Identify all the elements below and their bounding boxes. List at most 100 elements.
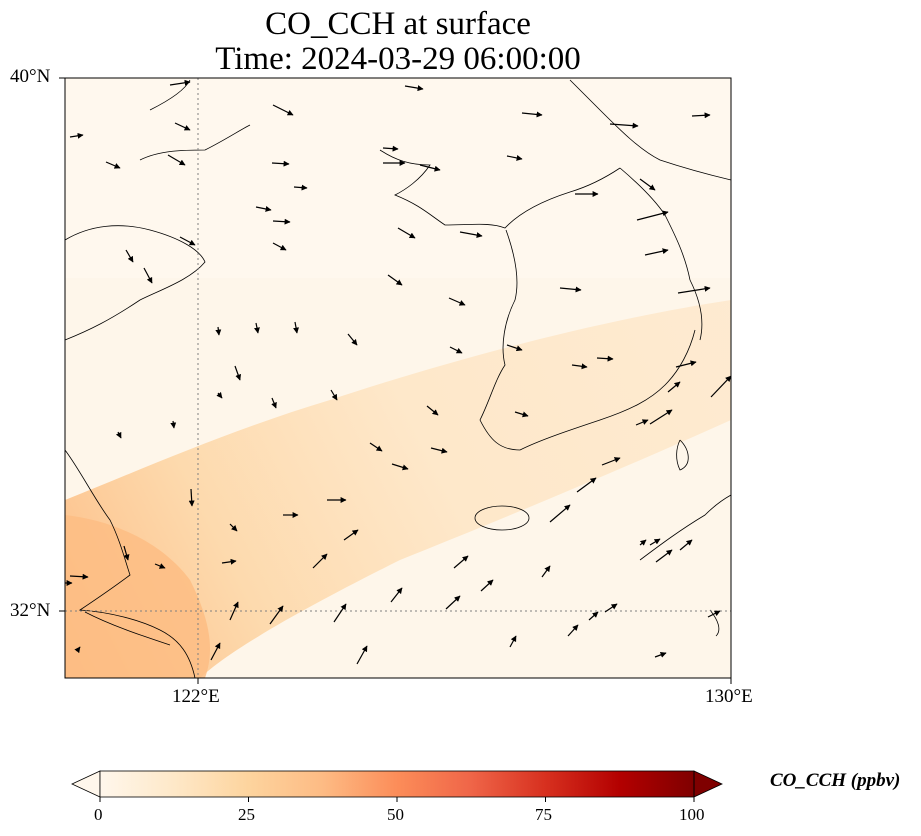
tick-marks <box>59 77 732 684</box>
wind-arrow <box>125 249 134 263</box>
wind-vectors <box>65 79 732 665</box>
wind-arrow <box>293 321 299 334</box>
wind-arrow <box>391 463 409 471</box>
wind-arrow <box>167 154 186 166</box>
concentration-field-north <box>65 78 731 278</box>
colorbar-gradient <box>100 771 694 797</box>
wind-arrow <box>707 610 721 618</box>
wind-arrow <box>343 529 359 541</box>
coastlines <box>64 79 732 679</box>
wind-arrow <box>675 360 697 368</box>
wind-arrow <box>419 164 441 172</box>
wind-arrow <box>387 274 403 286</box>
wind-arrow <box>430 447 448 454</box>
map-title-line2: Time: 2024-03-29 06:00:00 <box>215 41 581 77</box>
wind-arrow <box>426 405 439 416</box>
wind-arrow <box>253 322 260 334</box>
wind-arrow <box>480 579 494 592</box>
wind-arrow <box>210 642 221 661</box>
wind-arrow <box>123 545 130 561</box>
wind-arrow <box>170 420 177 429</box>
map-panel <box>59 77 732 684</box>
wind-arrow <box>272 242 287 251</box>
wind-arrow <box>312 553 328 569</box>
wind-arrow <box>609 122 639 129</box>
wind-arrow <box>596 355 614 362</box>
wind-arrow <box>333 603 347 623</box>
colorbar-tick-0: 0 <box>94 805 103 824</box>
wind-arrow <box>271 160 290 167</box>
colorbar-extend-min <box>71 770 101 798</box>
wind-arrow <box>654 652 667 658</box>
wind-arrow <box>229 523 238 532</box>
map-title-line1: CO_CCH at surface <box>265 6 531 42</box>
wind-arrow <box>710 375 732 398</box>
wind-arrow <box>549 504 571 523</box>
wind-arrow <box>179 236 196 246</box>
wind-arrow <box>588 611 599 621</box>
map-frame <box>64 77 732 679</box>
wind-arrow <box>269 605 284 625</box>
wind-arrow <box>272 218 291 225</box>
colorbar-tick-25: 25 <box>238 805 255 824</box>
wind-arrow <box>169 79 191 86</box>
wind-arrow <box>271 397 277 409</box>
wind-arrow <box>571 363 588 370</box>
colorbar-tick-50: 50 <box>387 805 404 824</box>
wind-arrow <box>449 346 463 354</box>
wind-arrow <box>453 555 469 569</box>
wind-arrow <box>69 132 84 139</box>
wind-arrow <box>521 111 543 118</box>
wind-arrow <box>293 184 308 191</box>
wind-arrow <box>330 389 338 401</box>
wind-arrow <box>174 122 191 131</box>
lat-tick-32: 32°N <box>10 600 51 621</box>
wind-arrow <box>369 442 383 452</box>
wind-arrow <box>691 112 711 119</box>
wind-arrow <box>644 248 669 256</box>
wind-arrow <box>604 603 618 613</box>
wind-arrow <box>649 538 661 546</box>
wind-arrow <box>382 145 399 152</box>
wind-arrow <box>74 646 81 654</box>
wind-arrow <box>397 227 416 239</box>
wind-arrow <box>143 267 153 284</box>
wind-arrow <box>679 539 693 551</box>
wind-arrow <box>636 210 669 221</box>
wind-arrow <box>514 411 529 418</box>
wind-arrow <box>639 178 656 191</box>
wind-arrow <box>215 326 222 336</box>
lon-tick-130: 130°E <box>705 686 753 707</box>
wind-arrow <box>234 365 242 381</box>
wind-arrow <box>229 601 239 621</box>
colorbar-extend-max <box>693 770 723 798</box>
wind-arrow <box>445 595 461 610</box>
wind-arrow <box>356 645 368 665</box>
wind-arrow <box>216 391 223 399</box>
wind-arrow <box>347 333 358 346</box>
co-plume-core <box>65 515 210 678</box>
colorbar-tick-100: 100 <box>679 805 705 824</box>
wind-arrow <box>69 573 89 580</box>
wind-arrow <box>639 539 647 546</box>
lon-tick-122: 122°E <box>172 686 220 707</box>
wind-arrow <box>601 457 621 466</box>
wind-arrow <box>559 286 582 293</box>
wind-arrow <box>677 285 711 294</box>
wind-arrow <box>272 104 294 116</box>
lat-tick-40: 40°N <box>10 66 51 87</box>
wind-arrow <box>188 488 195 507</box>
colorbar-tick-75: 75 <box>535 805 552 824</box>
wind-arrow <box>649 409 673 425</box>
wind-arrow <box>154 563 166 569</box>
wind-arrow <box>576 477 597 493</box>
wind-arrow <box>221 558 237 565</box>
wind-arrow <box>541 565 551 578</box>
wind-arrow <box>667 381 681 393</box>
wind-arrow <box>506 154 523 161</box>
wind-arrow <box>115 431 122 439</box>
wind-arrow <box>459 231 483 238</box>
co-plume <box>65 300 731 678</box>
wind-arrow <box>105 161 121 169</box>
wind-arrow <box>506 344 523 352</box>
